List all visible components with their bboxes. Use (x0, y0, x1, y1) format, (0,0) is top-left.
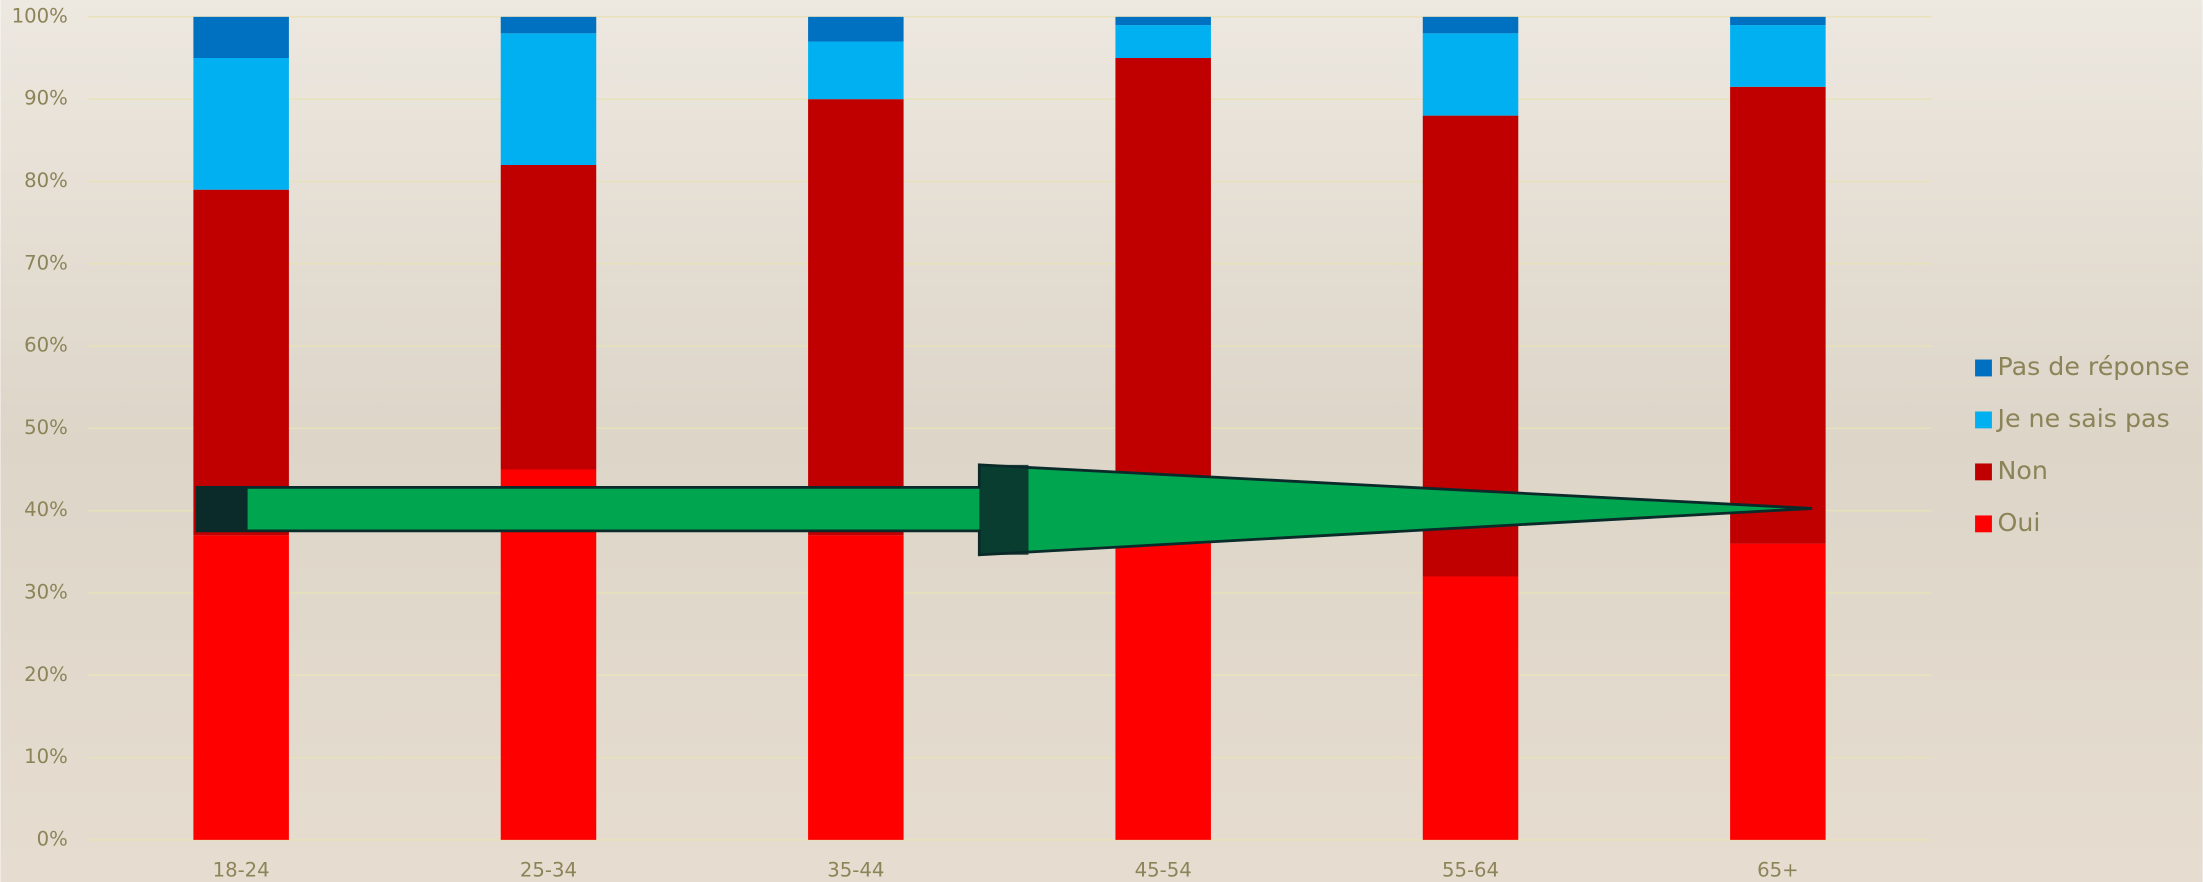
y-tick-label: 20% (24, 663, 68, 686)
bar-segment (808, 16, 904, 42)
legend-label: Non (1998, 456, 2048, 485)
bar-segment (500, 16, 597, 34)
bar-segment (1115, 58, 1211, 544)
x-tick-label: 18-24 (213, 858, 270, 881)
legend-swatch (1975, 463, 1992, 481)
legend: Oui Non Je ne sais pas Pas de réponse (1975, 352, 2190, 537)
bar-segment (1422, 33, 1519, 116)
y-tick-label: 40% (24, 498, 68, 521)
x-tick-label: 55-64 (1442, 858, 1499, 881)
legend-swatch (1975, 515, 1992, 533)
bar-segment (193, 16, 289, 59)
bar-segment (808, 41, 904, 100)
bar-segment (193, 58, 289, 190)
bar-segment (808, 99, 904, 536)
legend-label: Je ne sais pas (1996, 404, 2170, 433)
y-tick-label: 60% (24, 334, 68, 357)
arrow-tail (197, 487, 248, 531)
legend-label: Oui (1998, 508, 2041, 537)
y-tick-label: 90% (24, 87, 68, 110)
bar-segment (1730, 86, 1826, 544)
bar-segment (193, 189, 289, 536)
x-tick-label: 45-54 (1135, 858, 1192, 881)
y-tick-label: 0% (37, 827, 68, 850)
x-tick-label: 65+ (1757, 858, 1798, 881)
legend-swatch (1975, 411, 1992, 429)
bar-segment (1115, 16, 1211, 26)
plot: 0% 10% 20% 30% 40% 50% 60% 70% 80% 90% 100% 18-24 25… (12, 4, 1932, 881)
bar-segment (193, 535, 289, 840)
bar-segment (1115, 25, 1211, 59)
bar-segment (1730, 543, 1826, 840)
arrow-notch (979, 464, 1029, 555)
bar-segment (1115, 543, 1211, 840)
y-tick-label: 70% (24, 251, 68, 274)
x-tick-label: 25-34 (520, 858, 577, 881)
bar-segment (1730, 16, 1826, 26)
y-tick-label: 80% (24, 169, 68, 192)
bar-segment (1422, 576, 1519, 840)
y-tick-label: 10% (24, 745, 68, 768)
x-tick-label: 35-44 (827, 858, 884, 881)
bar-segment (1422, 16, 1519, 34)
y-tick-label: 30% (24, 580, 68, 603)
y-tick-label: 50% (24, 416, 68, 439)
bar-segment (808, 535, 904, 840)
y-tick-label: 100% (12, 4, 68, 27)
bar-segment (1730, 25, 1826, 87)
legend-label: Pas de réponse (1998, 352, 2190, 381)
bar-segment (500, 33, 597, 165)
bar-segment (500, 164, 597, 470)
legend-swatch (1975, 359, 1992, 377)
